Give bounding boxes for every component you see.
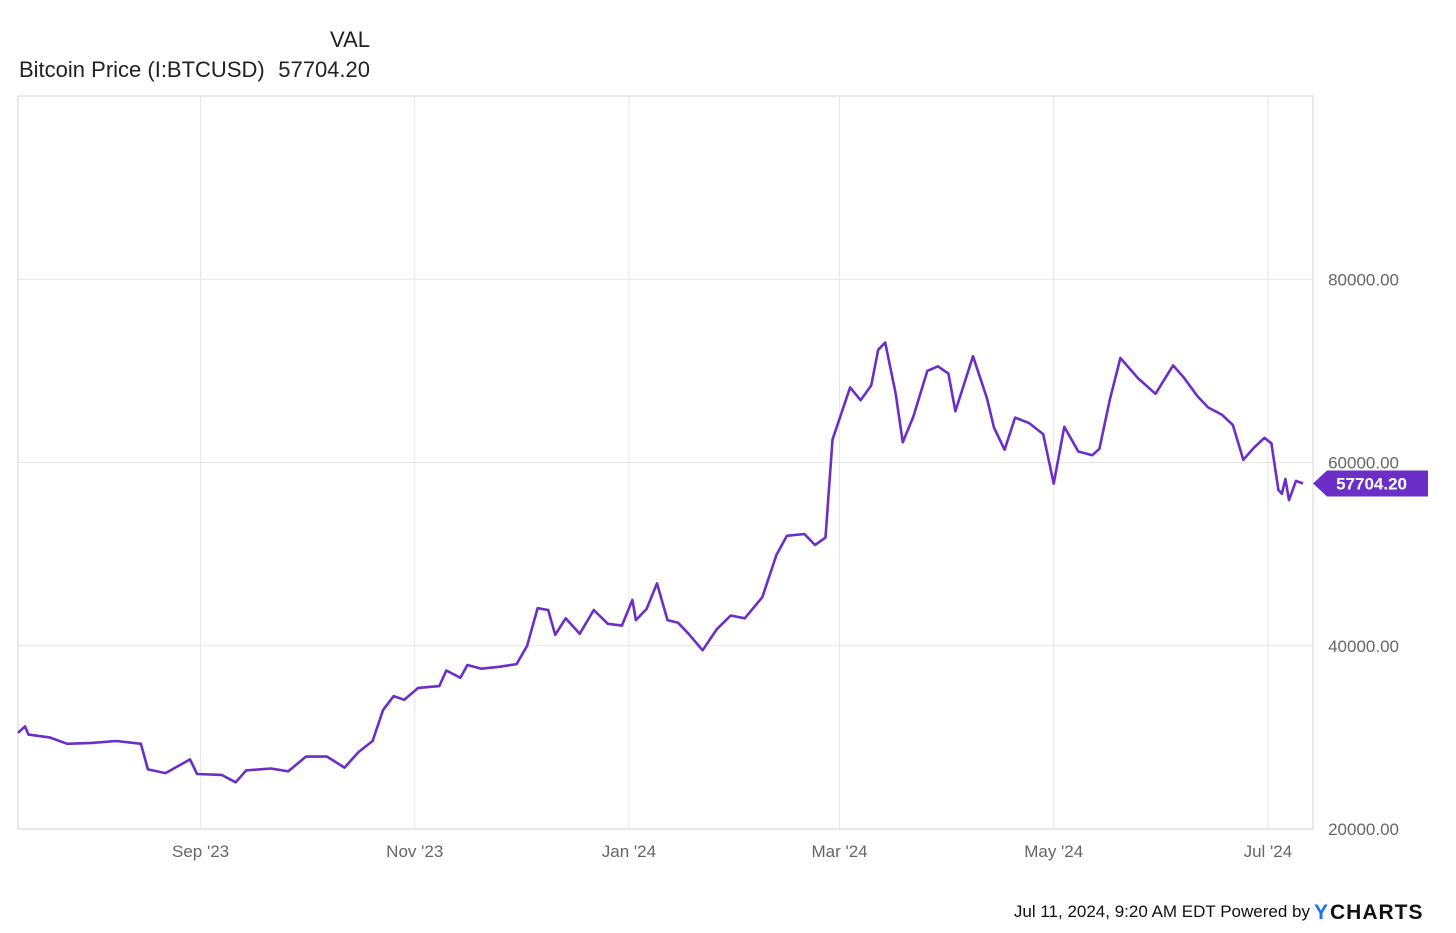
x-tick-label: Jan '24	[602, 842, 656, 861]
x-tick-label: Mar '24	[811, 842, 867, 861]
legend-series-value: 57704.20	[278, 57, 370, 82]
x-tick-label: Nov '23	[386, 842, 443, 861]
last-value-badge: 57704.20	[1313, 470, 1428, 497]
footer-timestamp: Jul 11, 2024, 9:20 AM EDT Powered by	[1014, 902, 1311, 921]
x-axis: Sep '23 Nov '23 Jan '24 Mar '24 May '24 Jul '…	[172, 842, 1292, 861]
x-tick-label: Sep '23	[172, 842, 229, 861]
y-tick-label: 80000.00	[1328, 270, 1399, 289]
series-line	[17, 341, 1304, 784]
x-tick-label: May '24	[1024, 842, 1083, 861]
y-tick-label: 20000.00	[1328, 820, 1399, 839]
ycharts-logo[interactable]: Y CHARTS	[1314, 901, 1424, 924]
y-axis: 20000.00 40000.00 60000.00 80000.00	[1328, 270, 1399, 839]
last-value-badge-text: 57704.20	[1336, 475, 1407, 494]
footer: Jul 11, 2024, 9:20 AM EDT Powered by Y C…	[1014, 901, 1424, 924]
y-tick-label: 60000.00	[1328, 454, 1399, 473]
legend-series-label[interactable]: Bitcoin Price (I:BTCUSD)	[19, 57, 265, 82]
last-value-badge-shape	[1313, 470, 1428, 497]
series-layer	[17, 341, 1304, 784]
legend-column-header: VAL	[330, 27, 370, 52]
grid-layer	[18, 96, 1313, 829]
y-tick-label: 40000.00	[1328, 637, 1399, 656]
x-tick-label: Jul '24	[1244, 842, 1293, 861]
ycharts-logo-y: Y	[1314, 901, 1328, 924]
ycharts-logo-charts: CHARTS	[1330, 901, 1424, 924]
